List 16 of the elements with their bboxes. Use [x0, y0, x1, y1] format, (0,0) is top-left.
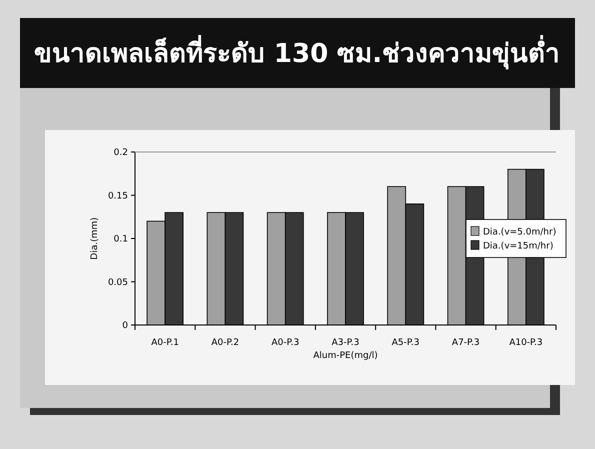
x-tick-label: A3-P.3 — [332, 338, 360, 348]
x-axis-title: Alum-PE(mg/l) — [313, 351, 378, 361]
x-tick-label: A0-P.1 — [151, 338, 179, 348]
y-axis-title: Dia.(mm) — [90, 217, 100, 260]
y-tick-label: 0.2 — [114, 148, 128, 158]
y-tick-label: 0.05 — [108, 278, 128, 288]
y-tick-label: 0.1 — [114, 234, 128, 244]
x-tick-label: A5-P.3 — [392, 338, 420, 348]
x-tick-label: A7-P.3 — [452, 338, 480, 348]
x-tick-label: A0-P.2 — [211, 338, 240, 348]
x-tick-label: A10-P.3 — [509, 338, 543, 348]
y-tick-label: 0.15 — [108, 191, 128, 202]
legend-label: Dia.(v=15m/hr) — [483, 242, 554, 252]
x-tick-label: A0-P.3 — [271, 338, 300, 348]
legend-label: Dia.(v=5.0m/hr) — [483, 228, 556, 238]
y-tick-label: 0 — [122, 321, 128, 331]
